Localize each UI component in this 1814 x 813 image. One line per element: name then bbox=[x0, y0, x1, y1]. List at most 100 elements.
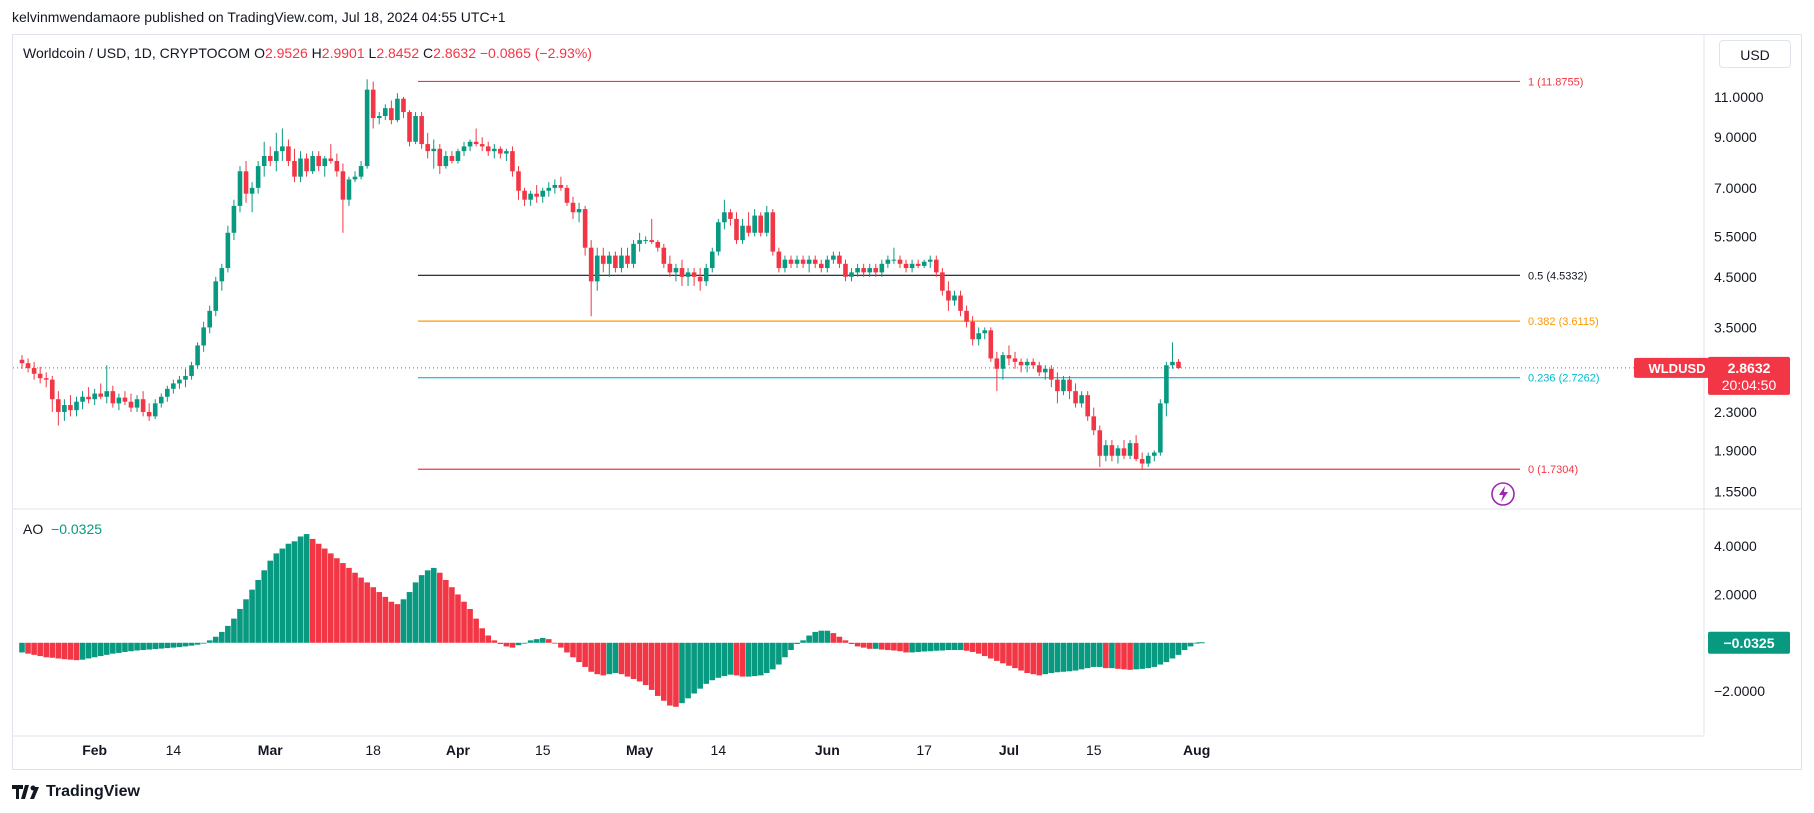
ao-bar bbox=[648, 642, 655, 690]
candle bbox=[134, 395, 140, 412]
candle bbox=[1176, 359, 1181, 369]
ao-bar bbox=[364, 582, 370, 643]
last-price-value: 2.8632 bbox=[1728, 360, 1771, 376]
ao-bar bbox=[891, 642, 897, 651]
candle bbox=[703, 263, 709, 286]
ao-bar bbox=[1187, 642, 1194, 647]
ao-bar bbox=[321, 548, 328, 643]
ao-bar bbox=[249, 589, 255, 643]
ao-bar bbox=[237, 608, 243, 643]
candle bbox=[146, 403, 152, 421]
candle bbox=[776, 247, 782, 273]
currency-button[interactable]: USD bbox=[1719, 40, 1791, 68]
candle bbox=[576, 202, 582, 223]
ao-bar bbox=[328, 553, 334, 643]
x-tick-label: Aug bbox=[1183, 742, 1210, 758]
candle bbox=[697, 268, 703, 291]
candle bbox=[903, 259, 909, 273]
ao-y-tick-label: 2.0000 bbox=[1714, 586, 1757, 602]
x-tick-label: 17 bbox=[916, 742, 932, 758]
ao-bar bbox=[297, 536, 304, 643]
ao-bar bbox=[1036, 642, 1043, 676]
candle bbox=[201, 321, 206, 352]
candle bbox=[195, 342, 200, 369]
candle bbox=[1030, 358, 1036, 369]
ao-bar bbox=[382, 596, 389, 643]
candle bbox=[643, 236, 648, 244]
ao-value-badge: −0.0325 bbox=[1708, 631, 1790, 654]
ao-bar bbox=[19, 642, 25, 653]
candle bbox=[1145, 452, 1151, 467]
ao-bar bbox=[951, 642, 958, 651]
ao-bar bbox=[751, 642, 758, 677]
candle bbox=[970, 316, 975, 346]
candle bbox=[128, 393, 134, 412]
ao-bar bbox=[473, 618, 479, 643]
candle bbox=[249, 182, 255, 213]
candle bbox=[298, 151, 303, 183]
ao-bar bbox=[279, 548, 286, 643]
ao-bar bbox=[91, 642, 98, 658]
ao-bar bbox=[1000, 642, 1006, 664]
ao-bar bbox=[1193, 642, 1200, 644]
x-tick-label: May bbox=[626, 742, 653, 758]
y-tick-label: 7.0000 bbox=[1714, 180, 1757, 196]
tradingview-logo[interactable]: TradingView bbox=[12, 783, 140, 801]
candle bbox=[152, 399, 158, 420]
publisher-note: kelvinmwendamaore published on TradingVi… bbox=[12, 9, 506, 25]
candle bbox=[310, 151, 315, 174]
candle bbox=[934, 255, 939, 277]
ao-bar bbox=[576, 642, 582, 663]
candle bbox=[274, 132, 279, 172]
ao-bar bbox=[97, 642, 104, 657]
candle bbox=[994, 351, 1000, 392]
ao-bar bbox=[1163, 642, 1170, 663]
lightning-icon[interactable] bbox=[1491, 482, 1515, 506]
candle bbox=[165, 385, 170, 402]
ao-badge-value: −0.0325 bbox=[1724, 635, 1775, 651]
ao-bar bbox=[733, 642, 740, 676]
candle bbox=[582, 205, 588, 256]
ao-bar bbox=[25, 642, 31, 654]
candle bbox=[564, 184, 570, 206]
ao-bar bbox=[812, 631, 819, 643]
last-price-symbol: WLDUSD bbox=[1648, 361, 1705, 376]
ao-bar bbox=[467, 608, 473, 643]
ao-bar bbox=[370, 587, 376, 643]
candle bbox=[467, 139, 473, 152]
candle bbox=[449, 151, 455, 164]
ao-bar bbox=[170, 642, 177, 648]
candle bbox=[946, 281, 951, 311]
candle bbox=[140, 391, 146, 417]
ao-bar bbox=[231, 618, 237, 643]
ao-bar bbox=[515, 642, 522, 646]
ao-bar bbox=[564, 642, 570, 653]
candle bbox=[915, 259, 921, 269]
ao-bar bbox=[146, 642, 152, 650]
ao-bar bbox=[1090, 642, 1097, 667]
candle bbox=[1049, 365, 1054, 388]
candle bbox=[413, 112, 418, 145]
candle bbox=[1103, 440, 1109, 462]
ao-bar bbox=[794, 642, 800, 644]
ao-bar bbox=[291, 541, 298, 643]
ao-bar bbox=[110, 642, 116, 654]
candle bbox=[19, 355, 25, 369]
candle bbox=[43, 372, 49, 388]
y-tick-label: 1.9000 bbox=[1714, 442, 1757, 458]
candle bbox=[419, 112, 424, 149]
ao-bar bbox=[461, 601, 467, 643]
candle bbox=[1073, 383, 1078, 408]
candle bbox=[491, 144, 497, 159]
candle bbox=[740, 218, 745, 244]
ao-bar bbox=[1054, 642, 1061, 673]
fibonacci-retracement[interactable]: 1 (11.8755) 0.5 (4.5332) 0.382 (3.6115) 0.2… bbox=[418, 76, 1600, 476]
candle bbox=[267, 146, 273, 167]
candle bbox=[437, 144, 443, 174]
ao-histogram bbox=[19, 534, 1205, 707]
ao-bar bbox=[315, 543, 322, 643]
ao-bar bbox=[788, 642, 794, 651]
ao-bar bbox=[661, 642, 667, 701]
x-tick-label: 18 bbox=[365, 742, 381, 758]
